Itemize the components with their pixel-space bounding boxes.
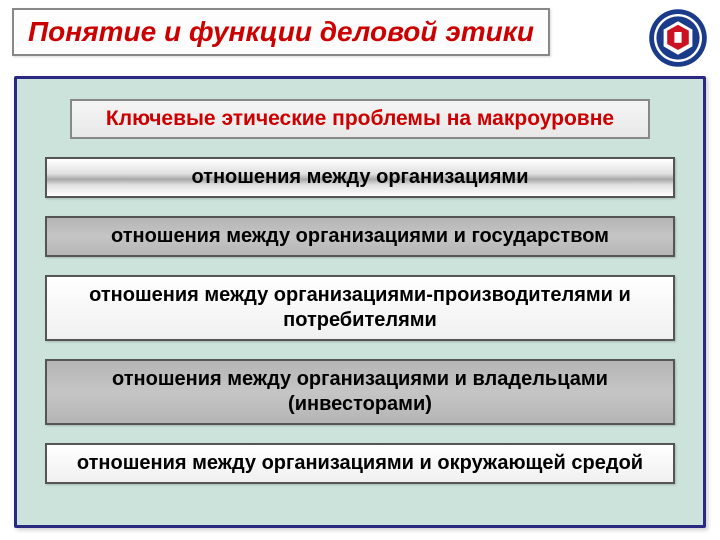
item-box-4: отношения между организациями и окружающ…: [45, 443, 675, 484]
subtitle-box: Ключевые этические проблемы на макроуров…: [70, 99, 650, 139]
item-box-2: отношения между организациями-производит…: [45, 275, 675, 341]
item-text-2: отношения между организациями-производит…: [57, 283, 663, 333]
slide-title: Понятие и функции деловой этики: [28, 16, 534, 47]
header-row: Понятие и функции деловой этики: [0, 0, 720, 68]
item-box-3: отношения между организациями и владельц…: [45, 359, 675, 425]
item-text-1: отношения между организациями и государс…: [57, 224, 663, 249]
item-box-0: отношения между организациями: [45, 157, 675, 198]
content-panel: Ключевые этические проблемы на макроуров…: [14, 76, 706, 528]
item-text-4: отношения между организациями и окружающ…: [57, 451, 663, 476]
item-text-0: отношения между организациями: [57, 165, 663, 190]
item-box-1: отношения между организациями и государс…: [45, 216, 675, 257]
slide-title-box: Понятие и функции деловой этики: [12, 8, 550, 56]
item-text-3: отношения между организациями и владельц…: [57, 367, 663, 417]
subtitle-text: Ключевые этические проблемы на макроуров…: [106, 107, 614, 130]
university-logo: [648, 8, 708, 68]
